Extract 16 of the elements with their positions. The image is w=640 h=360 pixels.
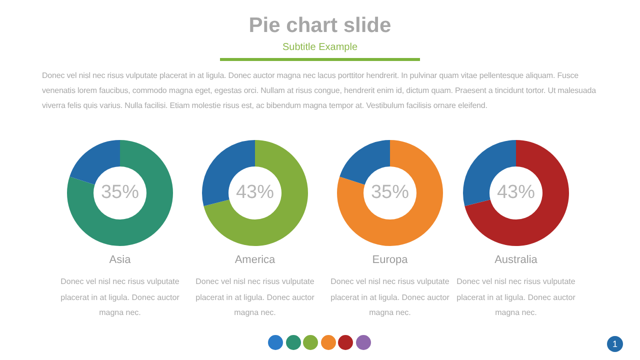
- text: Donec vel nisl nec risus vulputate placerat in at ligula. Donec auctor magna nec.: [194, 276, 316, 319]
- text: Asia: [108, 254, 132, 266]
- text: 35%: [370, 181, 410, 205]
- text: Pie chart slide: [248, 14, 392, 38]
- text: 1: [607, 336, 623, 352]
- text: Subtitle Example: [281, 42, 359, 53]
- text: 43%: [234, 181, 276, 205]
- text: Donec vel nisl nec risus vulputate placerat in at ligula. Donec auctor magna nec.: [60, 276, 180, 319]
- text: America: [234, 254, 276, 266]
- text: Europa: [371, 254, 409, 266]
- text: 43%: [496, 181, 536, 205]
- text: 35%: [100, 181, 140, 205]
- text: Donec vel nisl nec risus vulputate placerat in at ligula. Donec auctor magna nec lacus porttitor hendrerit. In pulvinar quam vitae pellentesque aliquam. Fusce venenatis lorem faucibus, commodo magna eget, egestas orci. Nullam at risus congue, hendrerit enim id, dictum quam. Praesent a tincidunt tortor. Ut malesuada viverra felis quis varius. Nulla facilisi. Etiam molestie risus est, ac bibendum magna tempor at. Vestibulum facilisis ornare eleifend.: [42, 70, 597, 112]
- text: Donec vel nisl nec risus vulputate placerat in at ligula. Donec auctor magna nec.: [330, 277, 450, 317]
- text: Donec vel nisl nec risus vulputate placerat in at ligula. Donec auctor magna nec.: [456, 277, 576, 317]
- text: Australia: [494, 254, 538, 266]
